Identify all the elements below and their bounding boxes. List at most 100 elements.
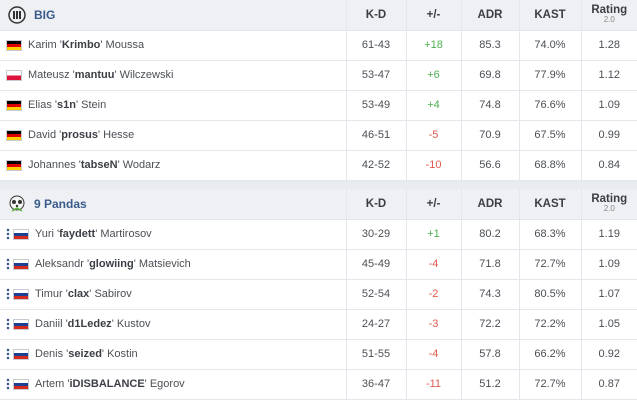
- player-first-name: Karim ': [28, 39, 62, 51]
- col-diff-header: +/-: [405, 189, 461, 220]
- player-nickname[interactable]: mantuu: [74, 69, 115, 81]
- player-kast: 76.6%: [518, 90, 581, 121]
- player-rating: 1.09: [580, 90, 637, 121]
- player-rating: 1.28: [580, 30, 637, 61]
- player-rating: 1.12: [580, 60, 637, 91]
- player-name-cell[interactable]: Yuri 'faydett' Martirosov: [0, 219, 346, 250]
- team-header-row: 9 Pandas K-D +/- ADR KAST Rating 2.0: [0, 189, 637, 220]
- player-first-name: Yuri ': [35, 227, 60, 240]
- flag-de-icon: [6, 129, 22, 141]
- player-nickname[interactable]: iDISBALANCE: [69, 377, 145, 390]
- player-diff: -5: [405, 120, 461, 151]
- player-row: Yuri 'faydett' Martirosov 30-29 +1 80.2 …: [0, 219, 637, 250]
- drag-handle-icon[interactable]: [6, 258, 10, 271]
- player-first-name: Timur ': [35, 287, 68, 300]
- player-kast: 80.5%: [518, 279, 581, 310]
- col-kd-header: K-D: [345, 0, 406, 31]
- player-kd: 42-52: [345, 150, 406, 181]
- player-kd: 36-47: [345, 369, 406, 400]
- player-nickname[interactable]: glowiing: [89, 257, 134, 270]
- player-nickname[interactable]: d1Ledez: [67, 317, 112, 330]
- player-adr: 57.8: [460, 339, 519, 370]
- team-header[interactable]: BIG: [0, 0, 346, 31]
- player-name-cell[interactable]: David 'prosus' Hesse: [0, 120, 346, 151]
- player-row: Aleksandr 'glowiing' Matsievich 45-49 -4…: [0, 249, 637, 280]
- drag-handle-icon[interactable]: [6, 318, 10, 331]
- player-nickname[interactable]: prosus: [61, 129, 98, 141]
- player-adr: 85.3: [460, 30, 519, 61]
- player-kast: 68.3%: [518, 219, 581, 250]
- player-kast: 72.7%: [518, 249, 581, 280]
- player-first-name: Denis ': [35, 347, 69, 360]
- player-nickname[interactable]: Krimbo: [61, 39, 101, 51]
- player-nickname[interactable]: faydett: [59, 227, 96, 240]
- col-adr-header: ADR: [460, 0, 519, 31]
- rating-label: Rating: [591, 3, 628, 16]
- drag-handle-icon[interactable]: [6, 228, 10, 241]
- player-nickname[interactable]: s1n: [57, 99, 76, 111]
- player-adr: 80.2: [460, 219, 519, 250]
- rating-version: 2.0: [603, 203, 615, 213]
- player-name-cell[interactable]: Karim 'Krimbo' Moussa: [0, 30, 346, 61]
- player-kd: 53-49: [345, 90, 406, 121]
- player-nickname[interactable]: seized: [68, 347, 102, 360]
- drag-handle-icon[interactable]: [6, 288, 10, 301]
- flag-de-icon: [6, 99, 22, 111]
- flag-de-icon: [6, 159, 22, 171]
- team-name[interactable]: BIG: [34, 7, 56, 22]
- player-first-name: Daniil ': [35, 317, 68, 330]
- flag-ru-icon: [13, 228, 29, 240]
- rating-label: Rating: [591, 192, 628, 205]
- player-nickname[interactable]: clax: [67, 287, 90, 300]
- col-adr-header: ADR: [460, 189, 519, 220]
- player-row: Mateusz 'mantuu' Wilczewski 53-47 +6 69.…: [0, 60, 637, 91]
- flag-de-icon: [6, 39, 22, 51]
- player-row: David 'prosus' Hesse 46-51 -5 70.9 67.5%…: [0, 120, 637, 151]
- player-name-cell[interactable]: Daniil 'd1Ledez' Kustov: [0, 309, 346, 340]
- player-kd: 53-47: [345, 60, 406, 91]
- player-adr: 70.9: [460, 120, 519, 151]
- flag-ru-icon: [13, 378, 29, 390]
- team-logo-icon: [8, 195, 26, 213]
- player-kast: 77.9%: [518, 60, 581, 91]
- player-last-name: ' Matsievich: [133, 257, 191, 270]
- player-last-name: ' Wodarz: [117, 159, 161, 171]
- player-rating: 0.99: [580, 120, 637, 151]
- drag-handle-icon[interactable]: [6, 378, 10, 391]
- drag-handle-icon[interactable]: [6, 348, 10, 361]
- player-row: Denis 'seized' Kostin 51-55 -4 57.8 66.2…: [0, 339, 637, 370]
- player-last-name: ' Kostin: [101, 347, 138, 360]
- team-name[interactable]: 9 Pandas: [34, 196, 87, 211]
- player-diff: +4: [405, 90, 461, 121]
- player-kast: 66.2%: [518, 339, 581, 370]
- player-name-cell[interactable]: Denis 'seized' Kostin: [0, 339, 346, 370]
- flag-pl-icon: [6, 69, 22, 81]
- player-name-cell[interactable]: Timur 'clax' Sabirov: [0, 279, 346, 310]
- player-last-name: ' Hesse: [97, 129, 135, 141]
- player-last-name: ' Stein: [75, 99, 107, 111]
- player-last-name: ' Egorov: [144, 377, 185, 390]
- team-header[interactable]: 9 Pandas: [0, 189, 346, 220]
- player-name-cell[interactable]: Artem 'iDISBALANCE' Egorov: [0, 369, 346, 400]
- player-kd: 46-51: [345, 120, 406, 151]
- col-rating-header: Rating 2.0: [580, 189, 637, 220]
- player-adr: 72.2: [460, 309, 519, 340]
- col-kd-header: K-D: [345, 189, 406, 220]
- player-name-cell[interactable]: Aleksandr 'glowiing' Matsievich: [0, 249, 346, 280]
- player-rating: 0.92: [580, 339, 637, 370]
- player-rating: 1.19: [580, 219, 637, 250]
- player-row: Artem 'iDISBALANCE' Egorov 36-47 -11 51.…: [0, 369, 637, 400]
- player-name-cell[interactable]: Elias 's1n' Stein: [0, 90, 346, 121]
- player-kast: 72.7%: [518, 369, 581, 400]
- player-adr: 74.3: [460, 279, 519, 310]
- flag-ru-icon: [13, 258, 29, 270]
- player-nickname[interactable]: tabseN: [80, 159, 118, 171]
- player-diff: -4: [405, 339, 461, 370]
- player-first-name: Aleksandr ': [35, 257, 90, 270]
- player-last-name: ' Martirosov: [95, 227, 152, 240]
- player-name-cell[interactable]: Johannes 'tabseN' Wodarz: [0, 150, 346, 181]
- player-rating: 0.84: [580, 150, 637, 181]
- player-diff: +1: [405, 219, 461, 250]
- player-name-cell[interactable]: Mateusz 'mantuu' Wilczewski: [0, 60, 346, 91]
